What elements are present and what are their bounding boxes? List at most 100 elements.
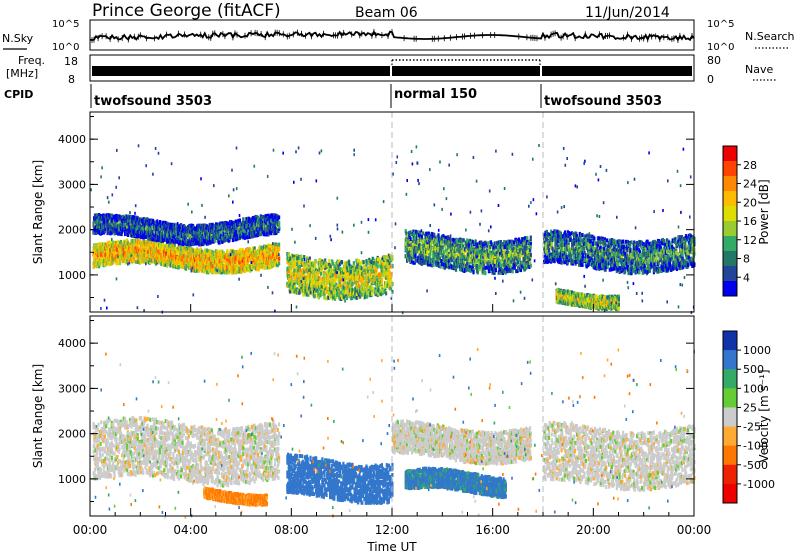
power-echo-cell <box>226 258 229 263</box>
power-echo-cell <box>99 247 102 251</box>
power-echo-cell <box>104 226 107 231</box>
cpid-label: CPID <box>4 88 33 101</box>
nsky-panel <box>89 19 695 51</box>
power-echo-cell <box>205 270 209 275</box>
power-echo-cell <box>132 249 135 254</box>
power-echo-cell <box>166 253 169 257</box>
power-echo-cell <box>123 258 126 262</box>
power-echo-cell <box>173 258 176 263</box>
power-echo-cell <box>98 261 101 266</box>
power-echo-cell <box>252 252 255 257</box>
power-echo-cell <box>116 222 119 227</box>
power-echo-cell <box>129 256 132 261</box>
power-echo-cell <box>226 249 229 254</box>
power-echo-cell <box>330 290 333 295</box>
power-echo-cell <box>328 259 331 263</box>
power-echo-cell <box>318 275 321 280</box>
freq-label: Freq. <box>18 54 45 67</box>
power-echo-cell <box>170 252 173 257</box>
date-label: 11/Jun/2014 <box>585 5 670 21</box>
power-echo-cell <box>99 219 102 224</box>
power-echo-cell <box>166 263 169 268</box>
power-echo-cell <box>107 230 110 235</box>
power-echo-cell <box>223 270 226 275</box>
power-echo-cell <box>150 246 153 251</box>
power-echo-cell <box>261 245 264 250</box>
power-echo-cell <box>203 268 206 273</box>
freq-bar-middle <box>392 66 540 76</box>
power-echo-cell <box>199 265 202 269</box>
power-echo-cell <box>145 248 148 253</box>
power-echo-cell <box>238 258 241 263</box>
power-echo-cell <box>107 226 110 231</box>
cpid-segment-1: normal 150 <box>394 87 477 102</box>
power-echo-cell <box>100 257 103 261</box>
power-echo-cell <box>147 255 150 260</box>
power-echo-cell <box>319 271 323 276</box>
power-echo-cell <box>223 258 226 263</box>
power-echo-cell <box>257 255 260 260</box>
power-echo-cell <box>340 260 344 265</box>
power-echo-cell <box>249 248 252 253</box>
power-echo-cell <box>177 258 180 263</box>
nave-label: Nave <box>745 63 773 76</box>
power-echo-cell <box>183 254 186 259</box>
power-echo-cell <box>215 249 218 254</box>
power-echo-cell <box>105 216 108 221</box>
power-echo-cell <box>217 270 220 275</box>
power-echo-cell <box>345 296 348 300</box>
power-echo-cell <box>165 258 168 263</box>
power-echo-cell <box>187 261 190 266</box>
power-echo-cell <box>100 253 103 258</box>
power-echo-cell <box>184 254 188 259</box>
power-echo-cell <box>273 259 276 264</box>
power-echo-cell <box>114 230 118 235</box>
power-echo-cell <box>119 239 122 244</box>
power-echo-cell <box>147 250 150 255</box>
power-echo-cell <box>207 261 210 266</box>
power-echo-cell <box>108 240 111 245</box>
power-echo-cell <box>220 270 223 275</box>
power-echo-cell <box>143 248 146 253</box>
power-echo-cell <box>214 270 217 275</box>
power-echo-cell <box>119 227 122 231</box>
power-echo-cell <box>192 248 195 253</box>
power-echo-cell <box>313 294 316 299</box>
power-echo-cell <box>249 264 252 269</box>
power-echo-cell <box>238 218 241 223</box>
power-echo-cell <box>96 258 99 263</box>
power-echo-cell <box>147 242 150 247</box>
power-echo-cell <box>114 253 118 257</box>
nsearch-tick-top: 10^5 <box>707 19 734 30</box>
power-echo-cell <box>135 238 139 243</box>
power-echo-cell <box>230 268 233 273</box>
power-echo-cell <box>134 226 137 231</box>
freq-tick-bottom: 8 <box>68 73 75 86</box>
power-echo-cell <box>105 259 108 264</box>
power-echo-cell <box>152 240 155 245</box>
power-echo-cell <box>146 243 149 248</box>
power-echo-cell <box>246 247 249 252</box>
power-echo-cell <box>114 227 117 232</box>
power-echo-cell <box>92 264 95 269</box>
power-echo-cell <box>301 257 304 262</box>
freq-unit-label: [MHz] <box>6 67 38 80</box>
power-echo-cell <box>278 246 281 251</box>
power-echo-cell <box>345 290 348 295</box>
power-echo-cell <box>298 268 302 273</box>
power-echo-cell <box>118 253 121 258</box>
power-echo-cell <box>265 245 268 249</box>
power-echo-cell <box>174 250 177 255</box>
power-echo-cell <box>317 271 320 276</box>
power-echo-cell <box>226 221 229 226</box>
power-echo-cell <box>211 270 214 275</box>
power-echo-cell <box>153 241 156 246</box>
power-echo-cell <box>96 218 99 223</box>
power-echo-cell <box>211 260 214 265</box>
power-echo-cell <box>259 255 262 260</box>
power-echo-cell <box>133 241 136 246</box>
power-echo-cell <box>226 268 229 273</box>
power-echo-cell <box>182 250 185 255</box>
power-echo-cell <box>93 222 97 227</box>
power-echo-cell <box>247 254 250 259</box>
